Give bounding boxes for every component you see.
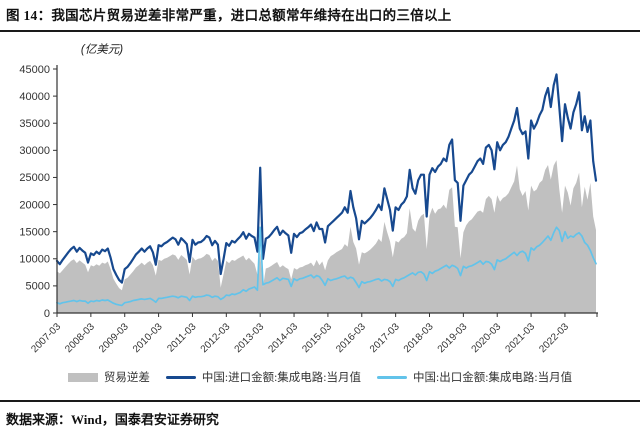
legend-label-import: 中国:进口金额:集成电路:当月值 <box>201 372 361 384</box>
legend-item-deficit: 贸易逆差 <box>67 369 150 385</box>
x-tick-label: 2007-03 <box>29 321 63 355</box>
export-line-swatch <box>377 375 407 379</box>
y-tick-label: 5000 <box>26 281 50 293</box>
y-tick-label: 0 <box>44 308 50 320</box>
y-tick-label: 45000 <box>19 64 50 76</box>
import-line <box>55 73 598 284</box>
y-tick-label: 30000 <box>19 145 50 157</box>
x-tick-label: 2016-03 <box>334 321 368 355</box>
data-source-text: 数据来源：Wind，国泰君安证券研究 <box>6 412 219 427</box>
chart-legend: 贸易逆差 中国:进口金额:集成电路:当月值 中国:出口金额:集成电路:当月值 <box>0 369 640 385</box>
legend-label-export: 中国:出口金额:集成电路:当月值 <box>413 372 573 384</box>
x-tick-label: 2008-03 <box>63 321 97 355</box>
deficit-area-swatch <box>67 372 98 382</box>
legend-label-deficit: 贸易逆差 <box>103 372 150 384</box>
x-tick-label: 2022-03 <box>537 321 571 355</box>
y-tick-label: 15000 <box>19 226 50 238</box>
import-line-swatch <box>165 375 196 379</box>
y-tick-label: 40000 <box>19 91 50 103</box>
figure-footer: 数据来源：Wind，国泰君安证券研究 <box>0 400 640 428</box>
x-tick-label: 2019-03 <box>436 321 470 355</box>
x-tick-label: 2009-03 <box>97 321 131 355</box>
x-tick-label: 2015-03 <box>300 321 334 355</box>
y-axis-unit-label: (亿美元) <box>81 43 123 56</box>
x-tick-label: 2018-03 <box>402 321 436 355</box>
legend-item-import: 中国:进口金额:集成电路:当月值 <box>165 369 361 385</box>
x-tick-label: 2011-03 <box>165 321 199 355</box>
legend-item-export: 中国:出口金额:集成电路:当月值 <box>377 369 572 385</box>
x-tick-label: 2017-03 <box>368 321 402 355</box>
x-tick-label: 2021-03 <box>503 321 537 355</box>
y-tick-label: 35000 <box>19 118 50 130</box>
x-tick-label: 2010-03 <box>131 321 165 355</box>
y-tick-label: 25000 <box>19 172 50 184</box>
x-tick-label: 2014-03 <box>266 321 300 355</box>
y-tick-label: 10000 <box>19 254 50 266</box>
x-tick-label: 2020-03 <box>470 321 504 355</box>
figure-title: 图 14：我国芯片贸易逆差非常严重，进口总额常年维持在出口的三倍以上 <box>0 0 640 33</box>
chart-area: 0 5000 10000 15000 20000 25000 30000 35000 40000… <box>0 38 640 368</box>
x-tick-label: 2013-03 <box>233 321 267 355</box>
y-tick-label: 20000 <box>19 199 50 211</box>
chart-canvas: 0 5000 10000 15000 20000 25000 30000 35000 40000… <box>19 43 598 355</box>
export-line <box>56 226 597 307</box>
x-tick-label: 2012-03 <box>199 321 233 355</box>
